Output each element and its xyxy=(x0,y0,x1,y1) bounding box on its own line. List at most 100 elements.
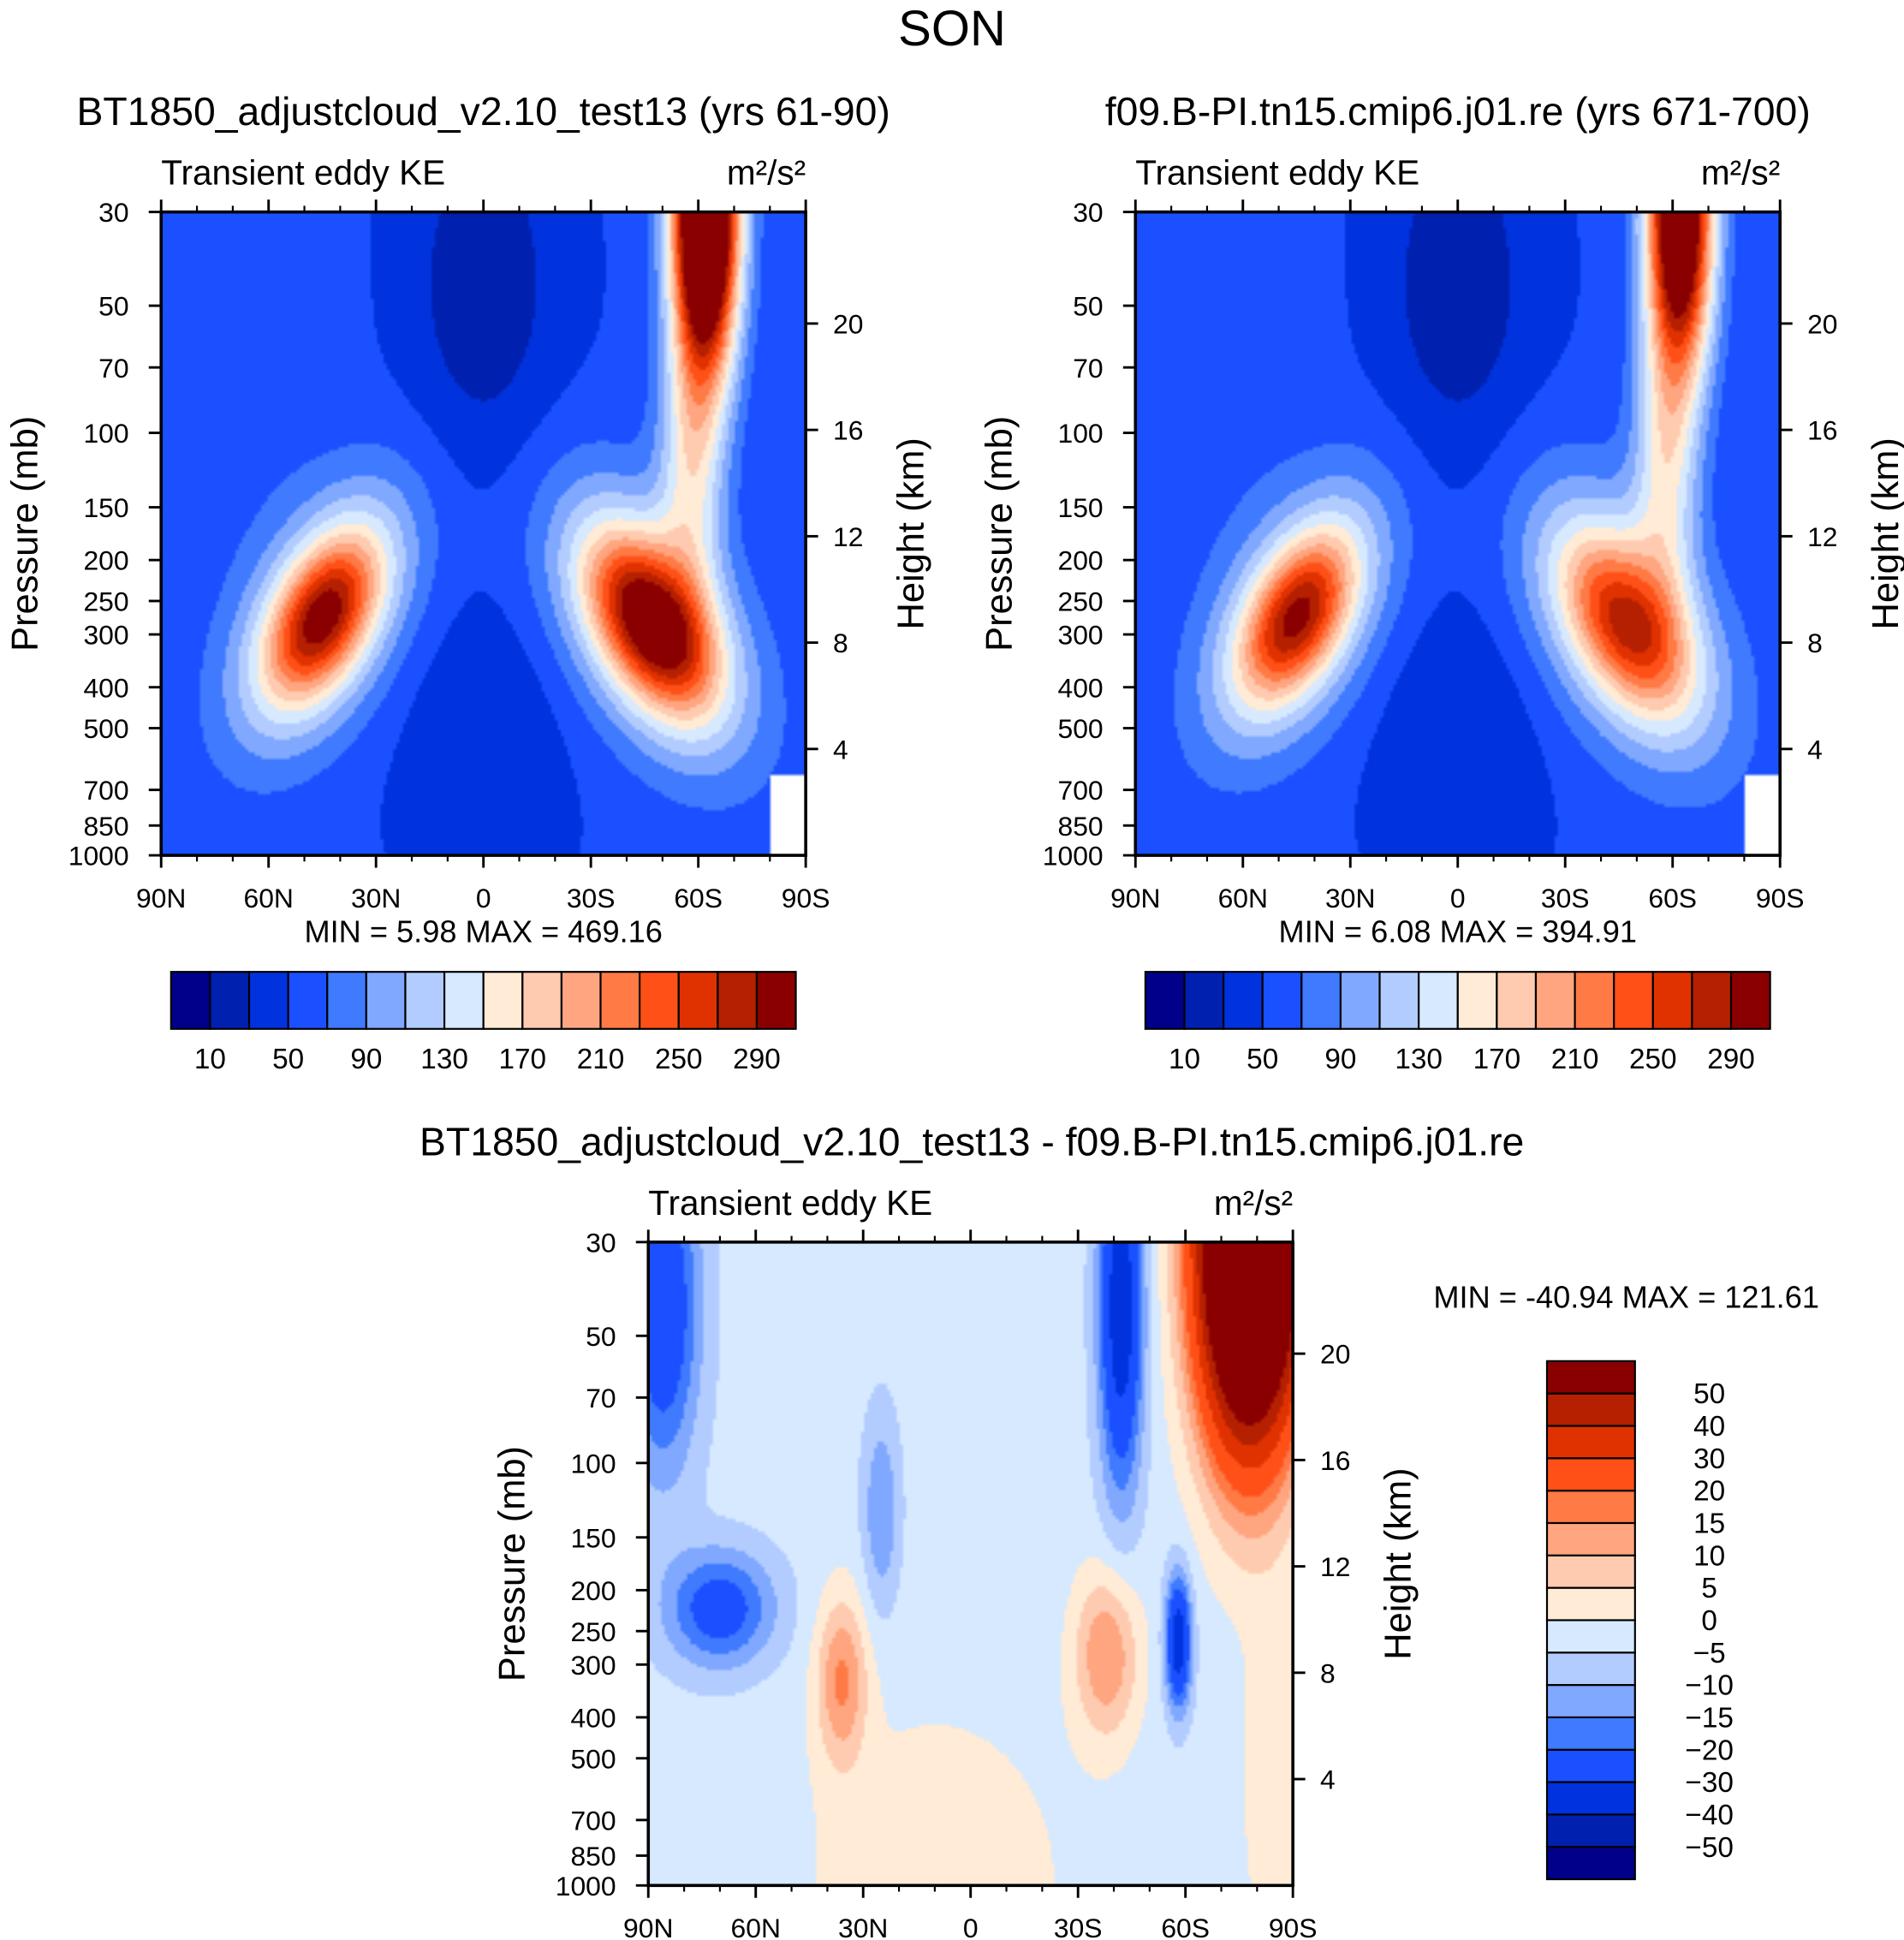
colorbar-label: 250 xyxy=(655,1044,703,1075)
y-tick-label: 850 xyxy=(1058,811,1104,842)
colorbar-label: 0 xyxy=(1701,1605,1717,1637)
y2-tick-label: 8 xyxy=(1320,1657,1336,1688)
contour-field xyxy=(161,211,806,856)
panels: BT1850_adjustcloud_v2.10_test13 (yrs 61-… xyxy=(4,89,1904,1940)
x-tick-label: 30S xyxy=(1541,883,1590,913)
y2-tick-label: 16 xyxy=(1807,415,1837,446)
colorbar-swatch xyxy=(404,971,446,1030)
colorbar-label: 10 xyxy=(194,1044,226,1075)
colorbar-swatch xyxy=(1545,1619,1636,1654)
colorbar-swatch xyxy=(287,971,329,1030)
units-label: m²/s² xyxy=(1701,153,1780,193)
units-label: m²/s² xyxy=(1214,1183,1293,1223)
colorbar-label: −5 xyxy=(1693,1638,1726,1669)
y-tick-label: 70 xyxy=(98,353,128,384)
y-tick-label: 250 xyxy=(83,586,128,617)
x-tick-label: 0 xyxy=(963,1913,979,1940)
contour-field xyxy=(648,1241,1294,1886)
y2-tick-label: 20 xyxy=(1320,1339,1350,1370)
y2-tick-label: 20 xyxy=(1807,308,1837,339)
colorbar-label: 5 xyxy=(1701,1573,1717,1604)
min-max-label: MIN = 6.08 MAX = 394.91 xyxy=(1279,913,1637,949)
figure-title: SON xyxy=(898,1,1006,57)
y2-tick-label: 12 xyxy=(1807,521,1837,552)
y-tick-label: 200 xyxy=(83,545,128,576)
colorbar-swatch xyxy=(1651,971,1693,1030)
y2-tick-label: 12 xyxy=(833,521,863,552)
colorbar-label: 130 xyxy=(1395,1044,1443,1075)
y-tick-label: 500 xyxy=(570,1743,616,1774)
colorbar-label: 40 xyxy=(1693,1411,1725,1443)
colorbar-swatch xyxy=(1378,971,1420,1030)
colorbar-label: −15 xyxy=(1685,1702,1733,1734)
colorbar-label: 290 xyxy=(1707,1044,1755,1075)
x-tick-label: 0 xyxy=(476,883,491,913)
y-tick-label: 250 xyxy=(570,1616,616,1647)
colorbar-label: 50 xyxy=(1247,1044,1278,1075)
colorbar-swatch xyxy=(599,971,641,1030)
colorbar-label: 170 xyxy=(1473,1044,1521,1075)
min-max-label: MIN = -40.94 MAX = 121.61 xyxy=(1433,1280,1819,1315)
y-tick-label: 70 xyxy=(586,1383,616,1413)
colorbar-label: 250 xyxy=(1629,1044,1677,1075)
colorbar-swatch xyxy=(521,971,562,1030)
y-tick-label: 300 xyxy=(570,1650,616,1681)
colorbar-label: 90 xyxy=(350,1044,382,1075)
x-tick-label: 60N xyxy=(244,883,294,913)
colorbar-label: 15 xyxy=(1693,1509,1725,1540)
colorbar-swatch xyxy=(1545,1748,1636,1783)
colorbar-swatch xyxy=(1261,971,1303,1030)
y-axis-label: Pressure (mb) xyxy=(4,416,45,652)
x-tick-label: 90S xyxy=(1756,883,1805,913)
x-tick-label: 30N xyxy=(1325,883,1375,913)
panel-1: BT1850_adjustcloud_v2.10_test13 (yrs 61-… xyxy=(4,89,931,1075)
y-tick-label: 50 xyxy=(1073,291,1103,322)
y-tick-label: 400 xyxy=(1058,672,1104,703)
panel-title: BT1850_adjustcloud_v2.10_test13 (yrs 61-… xyxy=(77,89,890,134)
colorbar-swatch xyxy=(1496,971,1538,1030)
colorbar-swatch xyxy=(482,971,524,1030)
left-string: Transient eddy KE xyxy=(648,1183,932,1223)
contour-field xyxy=(1135,211,1781,856)
x-tick-label: 30N xyxy=(351,883,401,913)
colorbar-swatch xyxy=(247,971,289,1030)
y2-tick-label: 4 xyxy=(1807,734,1823,765)
panel-3: BT1850_adjustcloud_v2.10_test13 - f09.B-… xyxy=(419,1119,1819,1940)
x-tick-label: 90N xyxy=(136,883,186,913)
y-tick-label: 500 xyxy=(1058,713,1104,744)
x-tick-label: 60N xyxy=(731,1913,781,1940)
colorbar-label: 130 xyxy=(420,1044,468,1075)
y-tick-label: 30 xyxy=(1073,197,1103,228)
y2-tick-label: 4 xyxy=(1320,1764,1336,1795)
colorbar-swatch xyxy=(1545,1360,1636,1395)
colorbar-label: −20 xyxy=(1685,1735,1733,1766)
colorbar: 10 50 90 130 170 210 250 290 xyxy=(170,971,797,1075)
y2-axis-label: Height (km) xyxy=(1865,437,1904,629)
left-string: Transient eddy KE xyxy=(161,153,445,193)
y-tick-label: 700 xyxy=(1058,775,1104,806)
colorbar-swatch xyxy=(755,971,797,1030)
colorbar-swatch xyxy=(170,971,211,1030)
y-tick-label: 150 xyxy=(83,492,128,523)
colorbar-label: 50 xyxy=(272,1044,304,1075)
y-tick-label: 30 xyxy=(98,197,128,228)
y-tick-label: 850 xyxy=(570,1841,616,1872)
colorbar-swatch xyxy=(1545,1457,1636,1492)
panel-title: BT1850_adjustcloud_v2.10_test13 - f09.B-… xyxy=(419,1119,1524,1163)
y2-tick-label: 12 xyxy=(1320,1551,1350,1582)
colorbar-swatch xyxy=(677,971,719,1030)
colorbar-label: 210 xyxy=(577,1044,625,1075)
x-tick-label: 90N xyxy=(1110,883,1160,913)
y-tick-label: 400 xyxy=(570,1703,616,1734)
colorbar-swatch xyxy=(1545,1684,1636,1718)
x-tick-label: 60S xyxy=(1648,883,1697,913)
colorbar-label: 210 xyxy=(1551,1044,1599,1075)
y-tick-label: 70 xyxy=(1073,353,1103,384)
x-tick-label: 60S xyxy=(1161,1913,1210,1940)
colorbar-swatch xyxy=(1545,1586,1636,1622)
y2-tick-label: 16 xyxy=(833,415,863,446)
y-axis-label: Pressure (mb) xyxy=(491,1446,533,1681)
y2-tick-label: 8 xyxy=(1807,628,1823,658)
